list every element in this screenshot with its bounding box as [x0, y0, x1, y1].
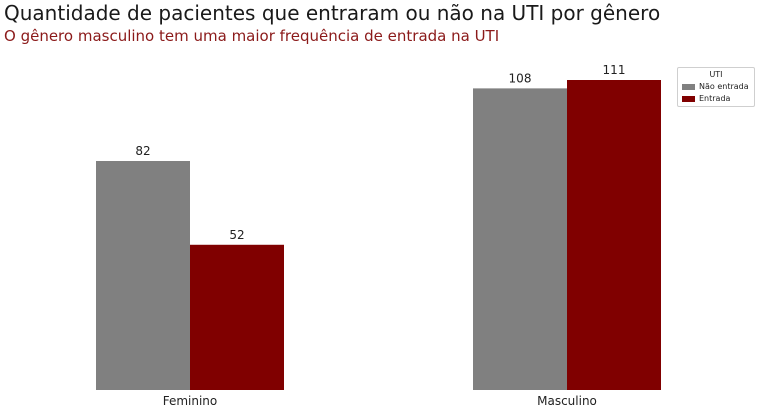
x-tick-masculino: Masculino — [537, 394, 597, 408]
data-label-masculino-nao-entrada: 108 — [509, 71, 532, 85]
legend-label-entrada: Entrada — [699, 94, 731, 103]
data-label-masculino-entrada: 111 — [603, 63, 626, 77]
bar-masculino-nao-entrada — [473, 88, 567, 390]
x-tick-feminino: Feminino — [163, 394, 218, 408]
bar-feminino-entrada — [190, 244, 284, 390]
bar-masculino-entrada — [567, 80, 661, 390]
legend-label-nao-entrada: Não entrada — [699, 82, 749, 91]
legend-swatch-entrada — [682, 95, 695, 102]
legend-item-nao-entrada: Não entrada — [682, 82, 749, 91]
data-label-feminino-nao-entrada: 82 — [135, 144, 150, 158]
legend: UTI Não entrada Entrada — [677, 67, 755, 107]
legend-title: UTI — [709, 70, 723, 79]
chart-title: Quantidade de pacientes que entraram ou … — [4, 1, 661, 25]
data-label-feminino-entrada: 52 — [229, 228, 244, 242]
legend-item-entrada: Entrada — [682, 94, 730, 103]
legend-swatch-nao-entrada — [682, 83, 695, 90]
chart-subtitle: O gênero masculino tem uma maior frequên… — [4, 27, 500, 45]
bar-feminino-nao-entrada — [96, 160, 190, 390]
